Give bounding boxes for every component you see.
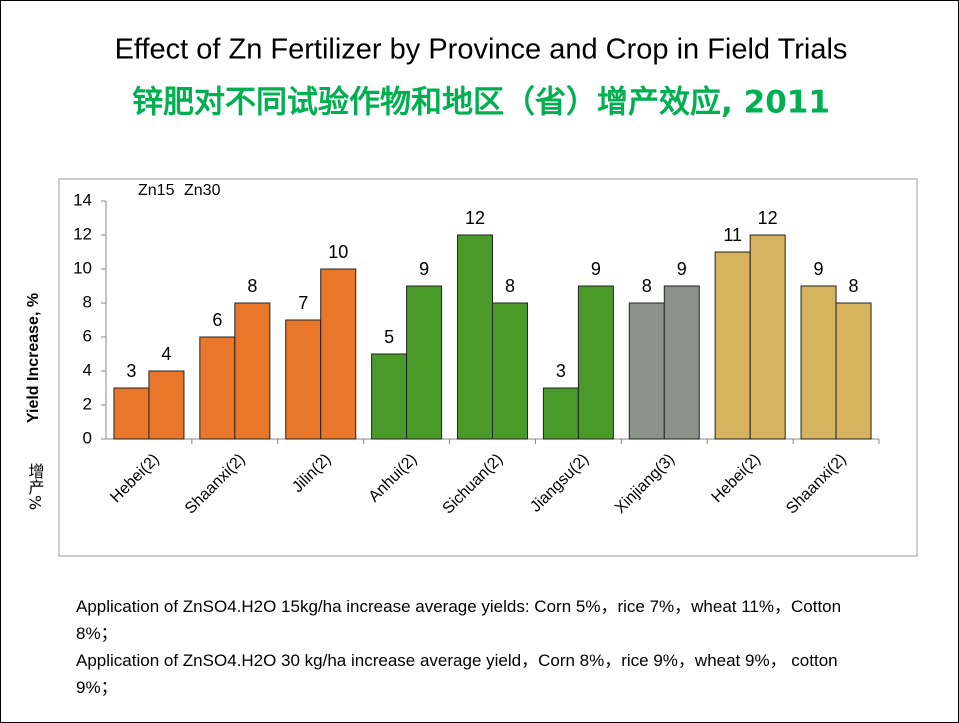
x-tick-label: Xinjiang(3) xyxy=(612,451,678,517)
bar xyxy=(801,286,836,439)
data-label: 3 xyxy=(556,361,566,381)
data-label: 4 xyxy=(161,344,171,364)
bar xyxy=(750,235,785,439)
bar xyxy=(200,337,235,439)
legend-label: Zn30 xyxy=(184,182,221,199)
x-tick-label: Jiangsu(2) xyxy=(527,451,592,516)
x-tick-label: Shaanxi(2) xyxy=(182,451,249,518)
y-tick-label: 6 xyxy=(83,326,92,345)
subtitle: 锌肥对不同试验作物和地区（省）增产效应, 2011 xyxy=(132,85,830,121)
bar xyxy=(578,286,613,439)
bar xyxy=(715,252,750,439)
data-label: 11 xyxy=(723,225,742,245)
x-tick-label: Sichuan(2) xyxy=(440,451,507,518)
bar xyxy=(836,303,871,439)
data-label: 10 xyxy=(328,242,348,262)
data-label: 9 xyxy=(591,259,601,279)
data-label: 8 xyxy=(849,276,859,296)
bar xyxy=(407,286,442,439)
y-tick-label: 10 xyxy=(73,258,92,277)
x-tick-label: Anhui(2) xyxy=(366,451,421,506)
bar xyxy=(286,320,321,439)
data-label: 9 xyxy=(677,259,687,279)
data-label: 5 xyxy=(384,327,394,347)
bar xyxy=(235,303,270,439)
y-tick-label: 14 xyxy=(73,190,92,209)
data-label: 7 xyxy=(298,293,308,313)
bar xyxy=(372,354,407,439)
note: Application of ZnSO4.H2O 30 kg/ha increa… xyxy=(76,647,876,701)
bar xyxy=(664,286,699,439)
y-axis-label: Yield Increase, % xyxy=(25,293,42,423)
y-axis-label-cn: 增产% xyxy=(26,463,45,510)
y-tick-label: 12 xyxy=(73,224,92,243)
data-label: 6 xyxy=(212,310,222,330)
x-tick-label: Hebei(2) xyxy=(709,451,764,506)
bar xyxy=(114,388,149,439)
data-label: 12 xyxy=(758,208,778,228)
bar xyxy=(629,303,664,439)
data-label: 9 xyxy=(419,259,429,279)
y-tick-label: 0 xyxy=(83,428,92,447)
bar xyxy=(543,388,578,439)
x-tick-label: Jilin(2) xyxy=(289,451,334,496)
notes: Application of ZnSO4.H2O 15kg/ha increas… xyxy=(76,593,876,701)
x-tick-label: Hebei(2) xyxy=(107,451,162,506)
y-tick-label: 8 xyxy=(83,292,92,311)
data-label: 8 xyxy=(247,276,257,296)
bar xyxy=(493,303,528,439)
data-label: 9 xyxy=(814,259,824,279)
x-tick-label: Shaanxi(2) xyxy=(783,451,850,518)
bar xyxy=(149,371,184,439)
data-label: 8 xyxy=(642,276,652,296)
legend-label: Zn15 xyxy=(138,182,175,199)
bar xyxy=(321,269,356,439)
note: Application of ZnSO4.H2O 15kg/ha increas… xyxy=(76,593,876,647)
y-tick-label: 4 xyxy=(83,360,92,379)
y-tick-label: 2 xyxy=(83,394,92,413)
slide: Effect of Zn Fertilizer by Province and … xyxy=(0,0,959,723)
data-label: 8 xyxy=(505,276,515,296)
data-label: 12 xyxy=(465,208,485,228)
data-label: 3 xyxy=(126,361,136,381)
title: Effect of Zn Fertilizer by Province and … xyxy=(115,34,848,66)
bar xyxy=(458,235,493,439)
